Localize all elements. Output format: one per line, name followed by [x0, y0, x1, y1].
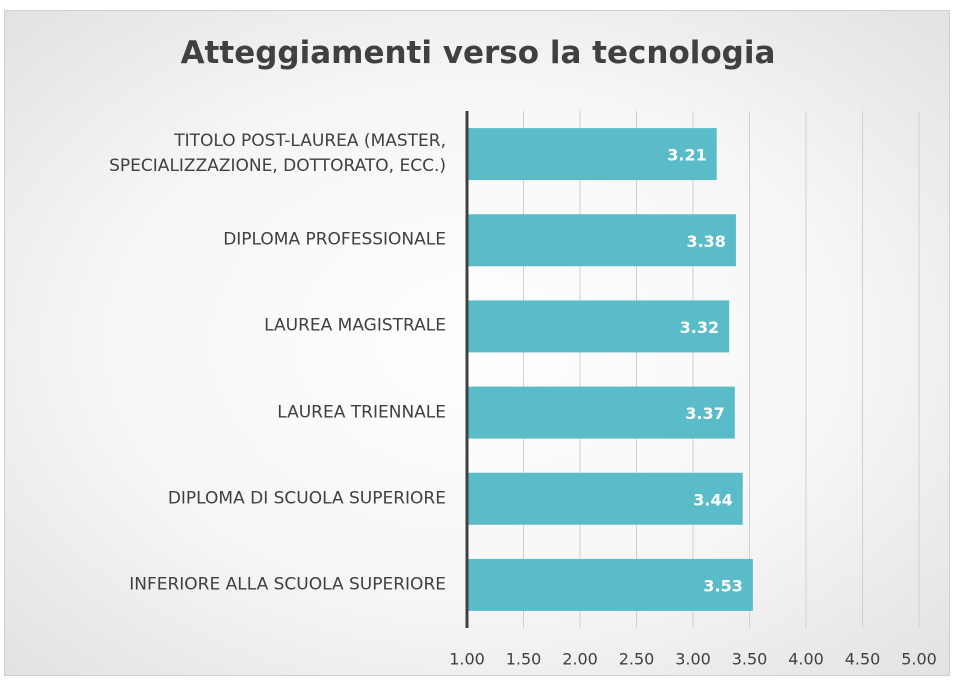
- x-tick-label: 4.50: [845, 650, 881, 669]
- y-tick-label: DIPLOMA PROFESSIONALE: [223, 229, 446, 250]
- x-tick-label: 3.00: [675, 650, 711, 669]
- x-tick-label: 4.00: [788, 650, 824, 669]
- data-label: 3.53: [703, 576, 742, 595]
- y-tick-label: LAUREA TRIENNALE: [277, 402, 446, 423]
- data-label: 3.37: [685, 404, 724, 423]
- y-tick-label: TITOLO POST-LAUREA (MASTER, SPECIALIZZAZ…: [109, 131, 446, 177]
- data-label: 3.38: [686, 232, 725, 251]
- plot-area: 1.00 1.50 2.00 2.50 3.00 3.50 4.00 4.50 5.00 3.21…: [449, 111, 937, 669]
- chart-title: Atteggiamenti verso la tecnologia: [180, 35, 776, 71]
- x-tick-label: 1.00: [449, 650, 485, 669]
- bar: [467, 472, 743, 525]
- y-tick-label: DIPLOMA DI SCUOLA SUPERIORE: [167, 488, 446, 509]
- x-tick-label: 5.00: [901, 650, 937, 669]
- data-label: 3.44: [693, 490, 732, 509]
- bar: [467, 300, 730, 353]
- data-label: 3.32: [680, 318, 719, 337]
- data-label: 3.21: [667, 146, 706, 165]
- y-tick-label: INFERIORE ALLA SCUOLA SUPERIORE: [129, 574, 446, 595]
- x-tick-label: 3.50: [732, 650, 768, 669]
- chart: Atteggiamenti verso la tecnologia 1.00 1.…: [4, 10, 950, 676]
- bar: [467, 386, 735, 439]
- x-tick-label: 2.00: [562, 650, 598, 669]
- bar: [467, 214, 736, 267]
- y-tick-label: LAUREA MAGISTRALE: [264, 315, 446, 336]
- bar: [467, 128, 717, 181]
- bar: [467, 558, 753, 611]
- x-tick-label: 2.50: [619, 650, 655, 669]
- x-tick-label: 1.50: [506, 650, 542, 669]
